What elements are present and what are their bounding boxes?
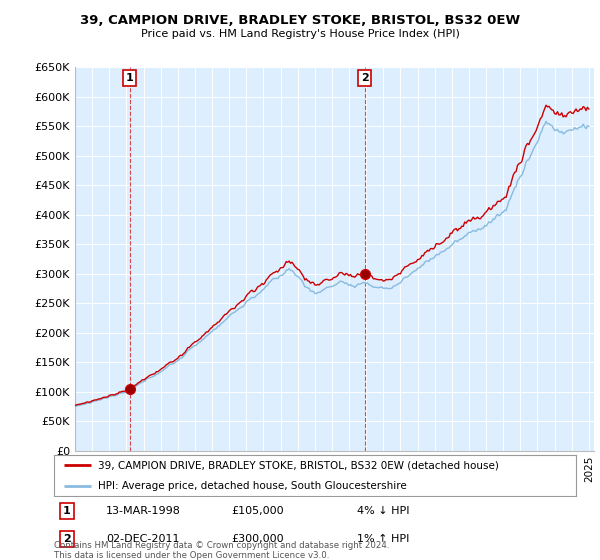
Text: 1: 1 [126,73,134,83]
Text: 13-MAR-1998: 13-MAR-1998 [106,506,181,516]
Text: 02-DEC-2011: 02-DEC-2011 [106,534,180,544]
Text: 2: 2 [63,534,71,544]
Text: 1% ↑ HPI: 1% ↑ HPI [357,534,409,544]
Text: HPI: Average price, detached house, South Gloucestershire: HPI: Average price, detached house, Sout… [98,480,407,491]
Text: 2: 2 [361,73,368,83]
Text: 1: 1 [63,506,71,516]
Text: Price paid vs. HM Land Registry's House Price Index (HPI): Price paid vs. HM Land Registry's House … [140,29,460,39]
Text: 39, CAMPION DRIVE, BRADLEY STOKE, BRISTOL, BS32 0EW: 39, CAMPION DRIVE, BRADLEY STOKE, BRISTO… [80,14,520,27]
Text: £300,000: £300,000 [232,534,284,544]
Text: 4% ↓ HPI: 4% ↓ HPI [357,506,409,516]
Text: 39, CAMPION DRIVE, BRADLEY STOKE, BRISTOL, BS32 0EW (detached house): 39, CAMPION DRIVE, BRADLEY STOKE, BRISTO… [98,460,499,470]
Text: £105,000: £105,000 [232,506,284,516]
Text: Contains HM Land Registry data © Crown copyright and database right 2024.
This d: Contains HM Land Registry data © Crown c… [54,540,389,560]
